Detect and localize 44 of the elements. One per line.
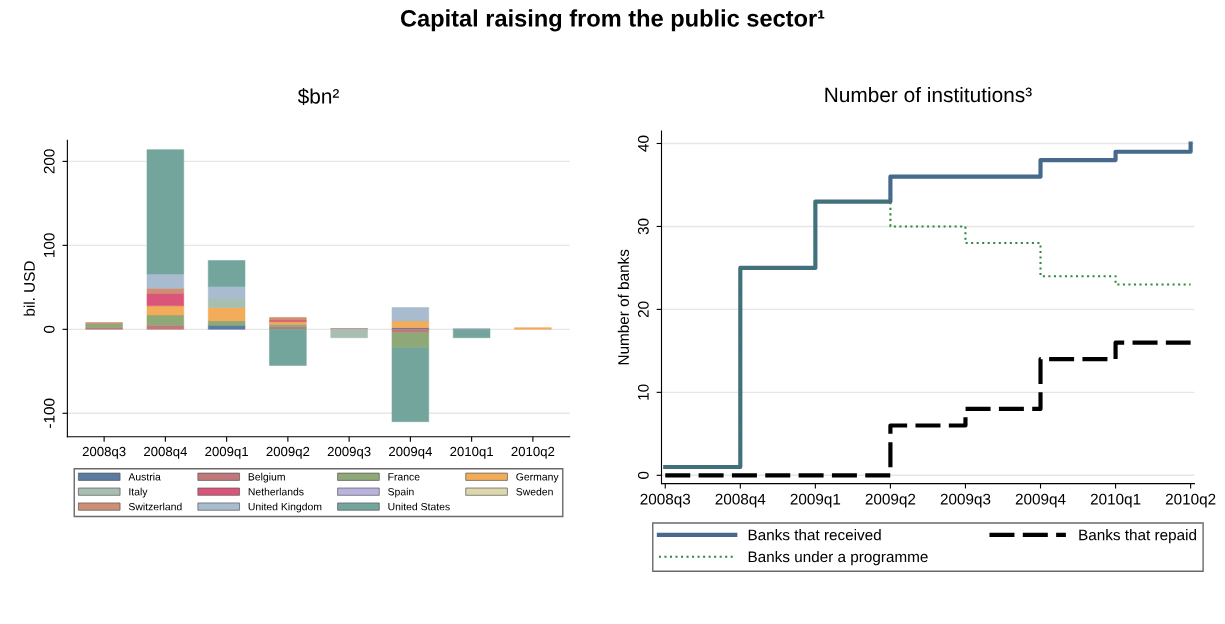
legend-label: Switzerland: [128, 502, 182, 511]
x-tick-label: 2008q4: [144, 446, 188, 459]
y-tick-label: 40: [637, 135, 649, 152]
x-tick-label: 2008q3: [640, 493, 691, 508]
x-tick-label: 2009q4: [1015, 493, 1066, 508]
legend-label: Italy: [129, 487, 148, 498]
x-tick-label: 2010q2: [1165, 493, 1216, 508]
legend-label: Belgium: [248, 472, 285, 483]
y-tick-label: 20: [637, 301, 649, 318]
chart-subtitle: $bn²: [297, 88, 339, 105]
legend-label: Banks that repaid: [1079, 529, 1197, 544]
legend-label: Austria: [128, 472, 161, 481]
x-tick-label: 2009q2: [266, 446, 310, 459]
legend-label: Banks under a programme: [748, 550, 928, 566]
y-tick-label: 200: [43, 149, 55, 174]
chart-subtitle: Number of institutions³: [825, 86, 1032, 103]
x-tick-label: 2008q4: [715, 493, 766, 508]
x-tick-label: 2009q1: [790, 493, 841, 508]
x-tick-label: 2009q4: [389, 446, 433, 459]
legend-label: Germany: [516, 473, 559, 483]
x-tick-label: 2010q1: [1090, 493, 1141, 508]
legend-label: Netherlands: [248, 487, 304, 496]
chart-title: Capital raising from the public sector¹: [400, 9, 825, 32]
y-tick-label: -100: [43, 398, 55, 428]
y-axis-title: bil. USD: [23, 261, 35, 316]
x-tick-label: 2009q2: [865, 493, 916, 508]
legend-label: Sweden: [516, 487, 553, 496]
y-tick-label: 100: [43, 233, 55, 257]
x-tick-label: 2009q3: [940, 493, 991, 508]
y-axis-title: Number of banks: [617, 249, 629, 365]
y-tick-label: 0: [637, 471, 649, 479]
legend-label: Banks that received: [748, 529, 881, 541]
x-tick-label: 2008q3: [82, 446, 126, 459]
y-tick-label: 0: [43, 325, 55, 333]
legend-label: France: [388, 473, 420, 481]
legend-label: United Kingdom: [248, 502, 322, 513]
x-tick-label: 2010q2: [511, 446, 555, 459]
legend-label: United States: [388, 502, 450, 511]
y-tick-label: 10: [637, 384, 649, 400]
legend-label: Spain: [388, 487, 414, 498]
x-tick-label: 2009q3: [327, 446, 371, 459]
y-tick-label: 30: [637, 218, 649, 235]
x-tick-label: 2010q1: [450, 446, 493, 459]
x-tick-label: 2009q1: [205, 446, 248, 459]
